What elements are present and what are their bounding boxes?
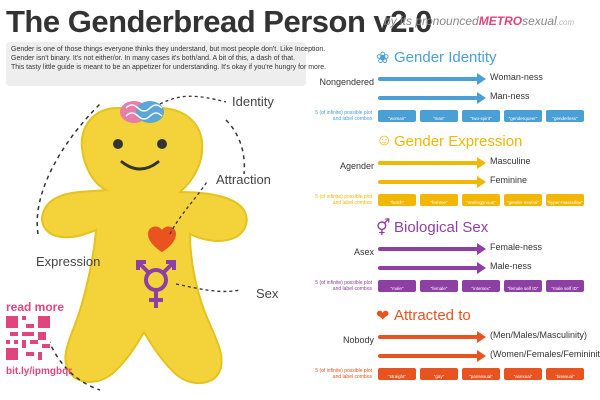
spectrum-end-label: Feminine [490,175,528,185]
byline-metro: METRO [478,14,523,28]
sex-leader [175,283,241,293]
attraction-label: Attraction [216,172,271,187]
combo-chip[interactable]: "butch" [378,194,416,206]
spectrum-start-label: Nongendered [319,77,374,87]
section-title: Attracted to [394,307,471,324]
intro-box: Gender is one of those things everyone t… [6,42,327,86]
byline-prefix: by its pronounced [384,14,479,28]
combo-chip[interactable]: "gay" [420,368,458,380]
combo-chip[interactable]: "gender neutral" [504,194,542,206]
attraction-leader [169,179,209,235]
combo-chip[interactable]: "asexual" [504,368,542,380]
spectrum-end-label: Woman-ness [490,72,543,82]
expression-label: Expression [36,254,101,269]
person-icon: ☺ [376,132,393,149]
combo-chip[interactable]: "hyper-masculine" [546,194,584,206]
heart-icon [148,226,176,252]
spectrum-arrow [378,350,486,362]
spectrum-start-label: Nobody [342,335,374,345]
combo-chip[interactable]: "male" [378,280,416,292]
spectrum-arrow [378,262,486,274]
spectrum-end-label: Female-ness [490,242,543,252]
combo-chip[interactable]: "male self ID" [546,280,584,292]
sex-symbol-icon: ⚥ [376,220,391,237]
intro-line: Gender isn't binary. It's not either/or.… [11,55,296,62]
outline-dashes [36,103,101,235]
spectrum-end-label: Male-ness [490,261,532,271]
spectrum-arrow [378,73,486,85]
combo-chip[interactable]: "two-spirit" [462,110,500,122]
spectrum-end-label: (Men/Males/Masculinity) [490,330,588,340]
genderbread-figure [36,95,248,391]
combo-note: 5 (of infinite) possible plot and label … [315,194,372,206]
short-url-link[interactable]: bit.ly/ipmgbqr [6,366,73,377]
sex-label: Sex [256,286,279,301]
eye-icon [157,139,167,149]
combo-chip[interactable]: "man" [420,110,458,122]
spectrum-end-label: Masculine [490,156,531,166]
smile [120,160,160,171]
heart-icon: ❤ [376,308,390,325]
brain-icon [120,101,164,123]
combo-chip[interactable]: "pansexual" [462,368,500,380]
read-more-label[interactable]: read more [6,300,65,314]
identity-leader [159,95,227,105]
byline-suffix: sexual [522,14,557,28]
combo-chip[interactable]: "bisexual" [546,368,584,380]
spectrum-arrow [378,331,486,343]
section-title: Gender Expression [394,133,523,150]
combo-note: 5 (of infinite) possible plot and label … [315,368,372,380]
section-title: Gender Identity [394,49,497,66]
spectrum-arrow [378,157,486,169]
combo-chip[interactable]: "femme" [420,194,458,206]
combo-chip[interactable]: "androgynous" [462,194,500,206]
gingerbread-body [41,107,248,385]
byline-domain: .com [556,18,575,27]
spectrum-end-label: Man-ness [490,91,530,101]
page-title: The Genderbread Person v2.0 [6,4,432,39]
outline-dashes [225,119,246,175]
combo-note: 5 (of infinite) possible plot and label … [315,110,372,122]
combo-chip[interactable]: "straight" [378,368,416,380]
combo-chip[interactable]: "woman" [378,110,416,122]
spectrum-arrow [378,92,486,104]
combo-chip[interactable]: "female self ID" [504,280,542,292]
combo-note: 5 (of infinite) possible plot and label … [315,280,372,292]
spectrum-start-label: Asex [353,247,374,257]
intro-line: This tasty little guide is meant to be a… [11,64,327,71]
byline[interactable]: by its pronouncedMETROsexual.com [384,14,574,28]
section-title: Biological Sex [394,219,489,236]
qr-code-icon[interactable] [6,316,50,360]
spectrum-start-label: Agender [339,161,374,171]
sex-symbol-icon [136,260,176,308]
identity-label: Identity [232,94,274,109]
spectrum-arrow [378,243,486,255]
combo-chip[interactable]: "intersex" [462,280,500,292]
eye-icon [113,139,123,149]
combo-chip[interactable]: "female" [420,280,458,292]
brain-icon: ❀ [376,50,390,67]
spectrum-end-label: (Women/Females/Femininity) [490,349,600,359]
combo-chip[interactable]: "genderqueer" [504,110,542,122]
spectrum-arrow [378,176,486,188]
combo-chip[interactable]: "genderless" [546,110,584,122]
intro-line: Gender is one of those things everyone t… [11,46,326,53]
